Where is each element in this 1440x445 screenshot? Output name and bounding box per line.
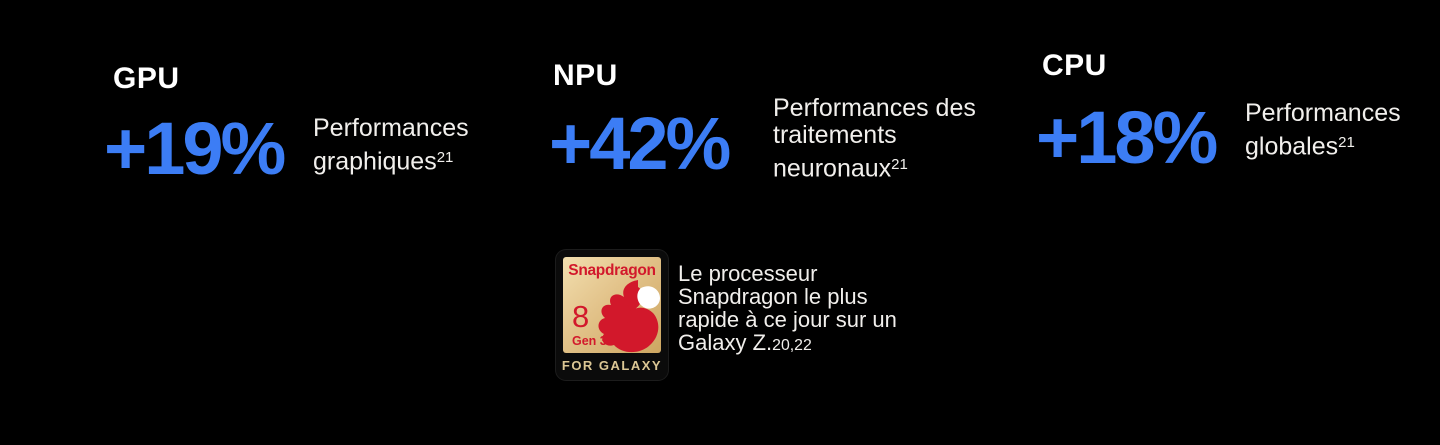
metric-value-npu: +42% <box>549 102 731 185</box>
footnote-ref: 21 <box>1338 133 1355 151</box>
caption-line: Galaxy Z. <box>678 330 773 355</box>
snapdragon-caption: Le processeur Snapdragon le plus rapide à … <box>678 262 897 357</box>
footnote-ref: 21 <box>891 155 908 173</box>
metric-description-gpu: Performances graphiques21 <box>313 115 469 175</box>
desc-line: globales <box>1245 132 1339 161</box>
metric-value-gpu: +19% <box>104 107 286 190</box>
footnote-ref: 21 <box>436 148 454 166</box>
desc-line: Performances <box>1245 99 1401 127</box>
desc-line: graphiques <box>313 147 437 176</box>
snapdragon-generation: Gen 3 <box>572 334 607 348</box>
metric-description-cpu: Performances globales21 <box>1245 100 1401 160</box>
desc-line: traitements <box>773 121 897 149</box>
caption-line: Snapdragon le plus <box>678 284 868 309</box>
snapdragon-brand-text: Snapdragon <box>568 262 656 279</box>
metric-value-cpu: +18% <box>1036 96 1218 179</box>
for-galaxy-banner: FOR GALAXY <box>561 358 663 373</box>
snapdragon-badge-gold-panel: Snapdragon 8 Gen 3 <box>563 257 661 353</box>
footnote-ref: 20,22 <box>772 337 812 354</box>
metric-label-gpu: GPU <box>113 62 180 95</box>
desc-line: Performances <box>313 114 469 142</box>
snapdragon-badge: Snapdragon 8 Gen 3 FOR GALAXY <box>556 250 668 380</box>
caption-line: Le processeur <box>678 261 818 286</box>
metric-label-npu: NPU <box>553 59 618 92</box>
caption-line: rapide à ce jour sur un <box>678 307 897 332</box>
desc-line: neuronaux <box>773 154 892 183</box>
snapdragon-chip-number: 8 <box>572 299 590 334</box>
snapdragon-flame-icon <box>598 280 660 353</box>
metric-description-npu: Performances des traitements neuronaux21 <box>773 95 976 182</box>
desc-line: Performances des <box>773 94 976 122</box>
metric-label-cpu: CPU <box>1042 49 1107 82</box>
